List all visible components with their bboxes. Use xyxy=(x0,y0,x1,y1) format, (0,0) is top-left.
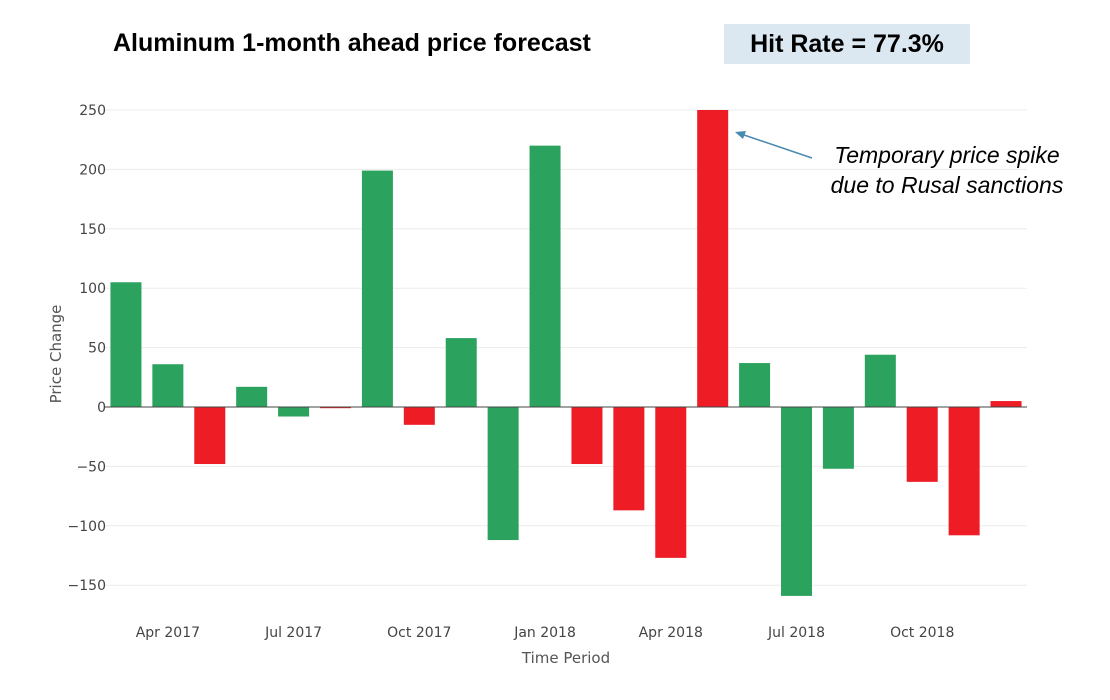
bar xyxy=(236,386,268,407)
bar xyxy=(948,407,980,536)
x-tick-label: Jan 2018 xyxy=(513,625,576,641)
annotation-line-2: due to Rusal sanctions xyxy=(830,172,1064,198)
annotation-line-1: Temporary price spike xyxy=(834,142,1060,168)
annotation-arrow-line xyxy=(743,134,813,159)
y-tick-label: 0 xyxy=(97,400,106,416)
y-tick-label: −100 xyxy=(68,519,106,535)
bar xyxy=(152,364,184,407)
bar xyxy=(110,282,142,407)
x-tick-label: Jul 2017 xyxy=(264,625,322,641)
bar xyxy=(278,407,310,417)
x-tick-label: Oct 2018 xyxy=(890,625,954,641)
bar xyxy=(319,407,352,409)
chart-title: Aluminum 1-month ahead price forecast xyxy=(113,29,591,57)
hit-rate-label: Hit Rate = 77.3% xyxy=(750,29,944,58)
bar xyxy=(613,407,645,511)
y-tick-label: −150 xyxy=(68,578,106,594)
hit-rate-badge: Hit Rate = 77.3% xyxy=(724,24,970,64)
gridlines xyxy=(105,109,1027,586)
bar xyxy=(864,354,896,407)
x-tick-label: Oct 2017 xyxy=(387,625,451,641)
y-axis-title: Price Change xyxy=(47,305,65,404)
bar xyxy=(571,407,603,465)
annotation-arrow-head xyxy=(735,131,746,139)
x-axis-ticks: Apr 2017 Jul 2017 Oct 2017 Jan 2018 Apr 2018… xyxy=(136,625,955,641)
bar xyxy=(361,170,393,407)
x-tick-label: Apr 2017 xyxy=(136,625,200,641)
bar xyxy=(780,407,813,596)
y-tick-label: −50 xyxy=(76,459,106,475)
y-axis-ticks: 250 200 150 100 50 0 −50 −100 −150 xyxy=(68,103,106,594)
bar-series xyxy=(110,110,1022,596)
bar xyxy=(194,407,226,465)
bar xyxy=(403,407,435,425)
bar xyxy=(697,110,729,407)
x-tick-label: Jul 2018 xyxy=(767,625,825,641)
x-axis-title: Time Period xyxy=(521,649,610,667)
bar xyxy=(655,407,687,558)
y-tick-label: 100 xyxy=(79,281,106,297)
y-tick-label: 50 xyxy=(88,341,106,357)
annotation-arrow xyxy=(735,131,813,159)
bar xyxy=(529,145,561,407)
bar xyxy=(990,401,1022,407)
bar xyxy=(487,407,519,541)
y-tick-label: 250 xyxy=(79,103,106,119)
annotation-text: Temporary price spike due to Rusal sanct… xyxy=(806,140,1088,200)
bar xyxy=(906,407,938,482)
bar xyxy=(739,363,771,407)
bar xyxy=(822,407,854,469)
y-tick-label: 150 xyxy=(79,222,106,238)
x-tick-label: Apr 2018 xyxy=(639,625,703,641)
bar xyxy=(445,338,477,407)
y-tick-label: 200 xyxy=(79,162,106,178)
